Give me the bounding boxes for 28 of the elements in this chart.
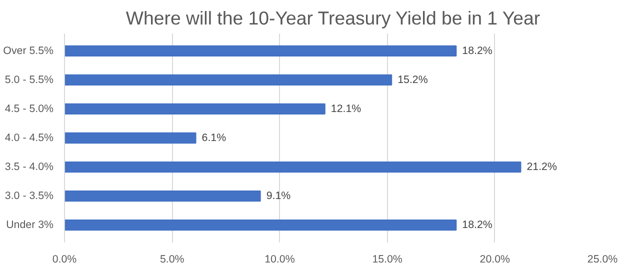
- y-tick-label: Over 5.5%: [3, 44, 54, 57]
- x-tick-label: 10.0%: [264, 254, 296, 266]
- y-tick-label: 3.5 - 4.0%: [4, 161, 54, 174]
- y-tick-label: Under 3%: [6, 219, 54, 232]
- x-tick-label: 0.0%: [52, 254, 78, 266]
- y-tick-label: 4.0 - 4.5%: [4, 132, 54, 144]
- bar: [64, 74, 392, 86]
- data-label: 6.1%: [202, 132, 227, 144]
- data-label: 21.2%: [526, 161, 558, 174]
- x-tick-label: 25.0%: [587, 254, 618, 266]
- data-label: 9.1%: [266, 190, 292, 202]
- x-tick-label: 5.0%: [160, 254, 185, 266]
- y-tick-label: 3.0 - 3.5%: [4, 190, 54, 202]
- y-tick-label: 5.0 - 5.5%: [4, 74, 54, 86]
- bar: [64, 190, 261, 202]
- bar: [64, 132, 196, 144]
- data-label: 18.2%: [462, 44, 493, 57]
- y-tick-label: 4.5 - 5.0%: [4, 102, 54, 115]
- chart-title: Where will the 10-Year Treasury Yield be in 1 Year: [126, 8, 540, 28]
- x-tick-label: 20.0%: [480, 254, 511, 266]
- bar: [64, 45, 457, 56]
- data-label: 18.2%: [462, 219, 493, 232]
- bar: [64, 220, 457, 231]
- x-tick-label: 15.0%: [372, 254, 403, 266]
- data-label: 15.2%: [398, 74, 428, 86]
- bar: [64, 103, 326, 115]
- data-label: 12.1%: [330, 102, 362, 115]
- bar: [64, 161, 522, 173]
